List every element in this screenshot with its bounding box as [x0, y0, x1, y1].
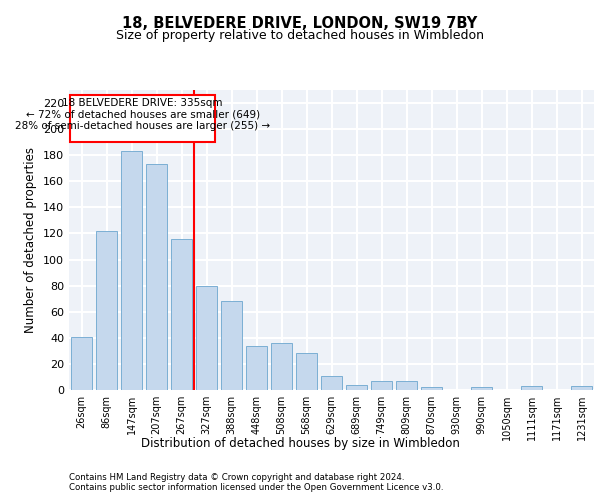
Bar	[221, 302, 242, 390]
Bar	[96, 231, 117, 390]
Text: Contains HM Land Registry data © Crown copyright and database right 2024.: Contains HM Land Registry data © Crown c…	[69, 472, 404, 482]
Bar	[121, 152, 142, 390]
Bar	[571, 386, 592, 390]
Bar	[396, 381, 417, 390]
Bar	[296, 354, 317, 390]
Text: 18, BELVEDERE DRIVE, LONDON, SW19 7BY: 18, BELVEDERE DRIVE, LONDON, SW19 7BY	[122, 16, 478, 31]
Y-axis label: Number of detached properties: Number of detached properties	[25, 147, 37, 333]
Bar	[196, 286, 217, 390]
Text: ← 72% of detached houses are smaller (649): ← 72% of detached houses are smaller (64…	[26, 110, 260, 120]
Text: Contains public sector information licensed under the Open Government Licence v3: Contains public sector information licen…	[69, 484, 443, 492]
Bar	[521, 386, 542, 390]
Bar	[321, 376, 342, 390]
Bar	[246, 346, 267, 390]
Bar	[71, 336, 92, 390]
Text: 18 BELVEDERE DRIVE: 335sqm: 18 BELVEDERE DRIVE: 335sqm	[62, 98, 223, 108]
Text: 28% of semi-detached houses are larger (255) →: 28% of semi-detached houses are larger (…	[15, 122, 271, 132]
Text: Size of property relative to detached houses in Wimbledon: Size of property relative to detached ho…	[116, 29, 484, 42]
Bar	[421, 388, 442, 390]
Text: Distribution of detached houses by size in Wimbledon: Distribution of detached houses by size …	[140, 438, 460, 450]
Bar	[271, 343, 292, 390]
Bar	[471, 388, 492, 390]
FancyBboxPatch shape	[70, 95, 215, 142]
Bar	[171, 238, 192, 390]
Bar	[371, 381, 392, 390]
Bar	[346, 385, 367, 390]
Bar	[146, 164, 167, 390]
